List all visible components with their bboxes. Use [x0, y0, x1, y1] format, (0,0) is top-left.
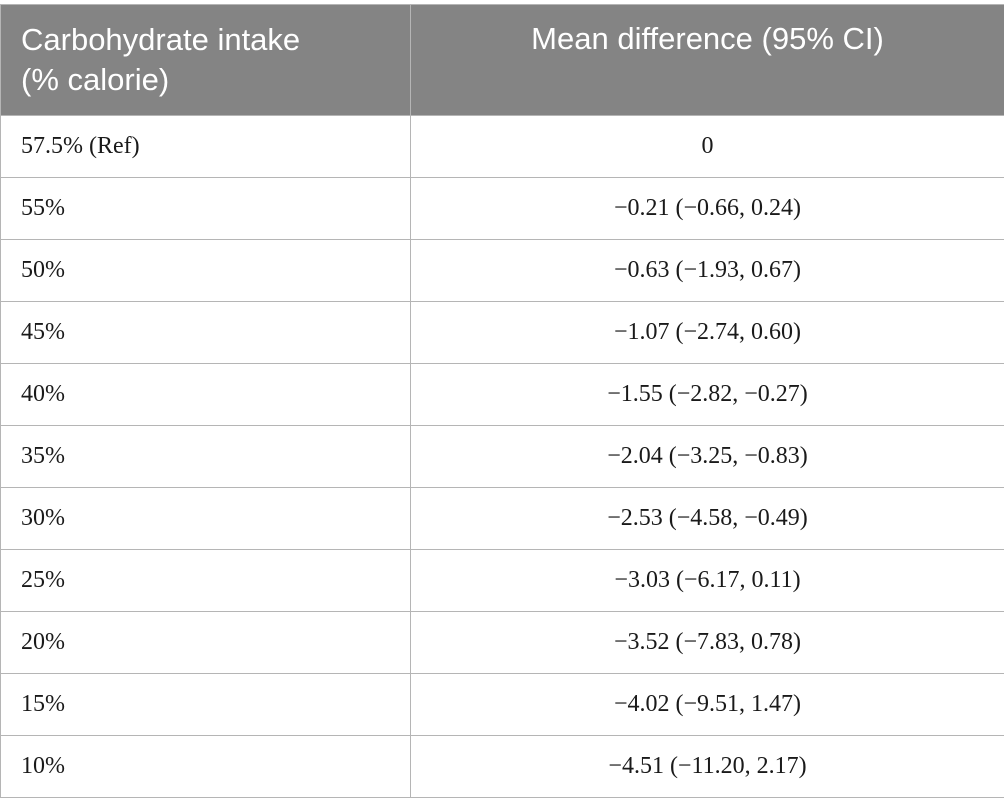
table-row: 50% −0.63 (−1.93, 0.67)	[0, 239, 1004, 302]
header-carbohydrate-intake-line2: (% calorie)	[21, 62, 170, 97]
cell-mean-difference: −0.63 (−1.93, 0.67)	[410, 239, 1004, 302]
cell-mean-difference: −4.02 (−9.51, 1.47)	[410, 673, 1004, 736]
table-row: 57.5% (Ref) 0	[0, 115, 1004, 178]
table-row: 25% −3.03 (−6.17, 0.11)	[0, 549, 1004, 612]
table-row: 55% −0.21 (−0.66, 0.24)	[0, 177, 1004, 240]
cell-intake: 57.5% (Ref)	[0, 115, 411, 178]
table-row: 10% −4.51 (−11.20, 2.17)	[0, 735, 1004, 798]
header-carbohydrate-intake-line1: Carbohydrate intake	[21, 22, 301, 57]
results-table: Carbohydrate intake (% calorie) Mean dif…	[0, 4, 1004, 798]
cell-intake: 30%	[0, 487, 411, 550]
table-row: 30% −2.53 (−4.58, −0.49)	[0, 487, 1004, 550]
cell-mean-difference: −0.21 (−0.66, 0.24)	[410, 177, 1004, 240]
cell-intake: 20%	[0, 611, 411, 674]
cell-intake: 40%	[0, 363, 411, 426]
table-header: Carbohydrate intake (% calorie) Mean dif…	[0, 4, 1004, 116]
table-body: 57.5% (Ref) 0 55% −0.21 (−0.66, 0.24) 50…	[0, 115, 1004, 798]
cell-intake: 45%	[0, 301, 411, 364]
header-row: Carbohydrate intake (% calorie) Mean dif…	[0, 4, 1004, 116]
cell-mean-difference: −4.51 (−11.20, 2.17)	[410, 735, 1004, 798]
table-row: 20% −3.52 (−7.83, 0.78)	[0, 611, 1004, 674]
cell-mean-difference: −1.55 (−2.82, −0.27)	[410, 363, 1004, 426]
header-carbohydrate-intake: Carbohydrate intake (% calorie)	[0, 4, 411, 116]
cell-mean-difference: −3.03 (−6.17, 0.11)	[410, 549, 1004, 612]
cell-intake: 55%	[0, 177, 411, 240]
table-row: 40% −1.55 (−2.82, −0.27)	[0, 363, 1004, 426]
cell-mean-difference: −3.52 (−7.83, 0.78)	[410, 611, 1004, 674]
results-table-container: Carbohydrate intake (% calorie) Mean dif…	[0, 4, 1004, 798]
cell-intake: 15%	[0, 673, 411, 736]
cell-mean-difference: −2.53 (−4.58, −0.49)	[410, 487, 1004, 550]
cell-mean-difference: −1.07 (−2.74, 0.60)	[410, 301, 1004, 364]
table-row: 45% −1.07 (−2.74, 0.60)	[0, 301, 1004, 364]
table-row: 15% −4.02 (−9.51, 1.47)	[0, 673, 1004, 736]
table-row: 35% −2.04 (−3.25, −0.83)	[0, 425, 1004, 488]
cell-intake: 25%	[0, 549, 411, 612]
cell-intake: 35%	[0, 425, 411, 488]
header-mean-difference: Mean difference (95% CI)	[410, 4, 1004, 116]
cell-mean-difference: −2.04 (−3.25, −0.83)	[410, 425, 1004, 488]
cell-mean-difference: 0	[410, 115, 1004, 178]
cell-intake: 50%	[0, 239, 411, 302]
cell-intake: 10%	[0, 735, 411, 798]
